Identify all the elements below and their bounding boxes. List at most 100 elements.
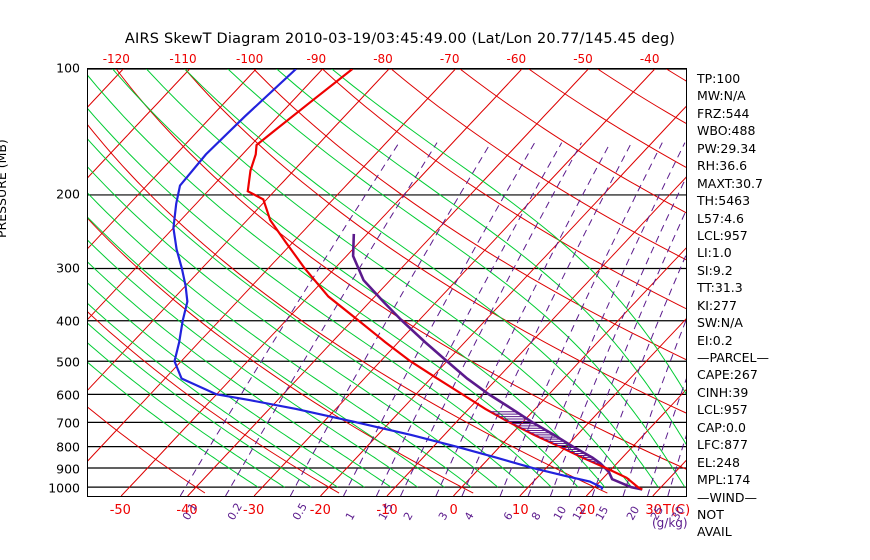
dry-adiabat-line	[666, 69, 686, 82]
index-item-not: NOT	[697, 506, 724, 522]
isotherm-line	[88, 69, 124, 108]
moist-adiabat-line	[112, 69, 606, 488]
index-item-mpl-174: MPL:174	[697, 472, 751, 488]
dry-adiabat-line	[115, 69, 686, 470]
moist-adiabat-line	[88, 342, 285, 488]
mixing-ratio-tick: 1	[343, 509, 359, 523]
top-temp-tick: -50	[573, 52, 593, 66]
mixing-ratio-line	[343, 142, 536, 496]
page-title: AIRS SkewT Diagram 2010-03-19/03:45:49.0…	[124, 31, 676, 47]
moist-adiabat-line	[88, 239, 418, 488]
pressure-tick: 400	[56, 313, 80, 329]
isotherm-line	[88, 69, 390, 391]
pressure-tick: 300	[56, 260, 80, 276]
top-temp-tick: -120	[102, 52, 130, 66]
index-item-sw-n-a: SW:N/A	[697, 315, 743, 331]
index-item-th-5463: TH:5463	[697, 193, 751, 209]
isotherm-line	[187, 69, 589, 496]
dry-adiabat-line	[88, 218, 474, 494]
mixing-ratio-tick: 2	[400, 509, 416, 523]
pressure-tick: 100	[56, 60, 80, 76]
air-parcel-temp-curve	[351, 233, 643, 491]
bottom-temp-tick: -40	[176, 503, 198, 518]
moist-adiabat-line	[88, 362, 259, 488]
moist-adiabat-line	[88, 75, 579, 488]
isotherm-line	[253, 69, 656, 496]
pressure-tick: 200	[56, 186, 80, 202]
bottom-temp-tick: 30	[645, 503, 662, 518]
bottom-temp-tick: 20	[578, 503, 596, 518]
pressure-tick: 900	[56, 461, 80, 477]
bottom-temp-tick: -10	[376, 503, 398, 518]
index-item-mw-n-a: MW:N/A	[697, 88, 746, 104]
mixing-ratio-tick: 0.5	[290, 500, 311, 523]
index-item-l57-4-6: L57:4.6	[697, 210, 744, 226]
dry-adiabat-line	[528, 69, 686, 168]
bottom-temp-tick: -20	[309, 503, 331, 518]
index-item-frz-544: FRZ:544	[697, 105, 750, 121]
moist-adiabat-line	[88, 192, 472, 488]
mixing-ratio-line	[622, 319, 686, 496]
mixing-ratio-tick: 4	[462, 509, 478, 523]
index-item-ki-277: KI:277	[697, 297, 737, 313]
top-temp-tick: -70	[439, 52, 460, 66]
stability-indices-panel: TP:100 MW:N/A FRZ:544 WBO:488 PW:29.34 RH:36.…	[697, 70, 847, 541]
moist-adiabat-line	[88, 217, 445, 488]
mixing-ratio-line	[667, 434, 686, 496]
moist-adiabat-line	[146, 69, 632, 488]
index-item-tp-100: TP:100	[697, 71, 741, 86]
bottom-temp-tick: 10	[512, 503, 529, 518]
index-item-lcl-957: LCL:957	[697, 227, 748, 243]
moist-adiabat-line	[184, 69, 659, 488]
moist-adiabat-line	[88, 166, 499, 488]
pressure-tick: 600	[56, 387, 80, 403]
index-item-maxt-30-7: MAXT:30.7	[697, 175, 763, 191]
mixing-ratio-line	[461, 142, 632, 496]
moist-adiabat-line	[88, 303, 338, 488]
top-temp-tick: -40	[639, 52, 660, 66]
index-item-rh-36-6: RH:36.6	[697, 158, 748, 174]
temperature-axis-title: T(C)	[663, 503, 691, 518]
mixing-ratio-line	[289, 142, 492, 496]
mixing-ratio-axis-title: (g/kg)	[652, 516, 688, 530]
pressure-tick: 500	[56, 354, 80, 370]
isotherm-line	[453, 247, 686, 496]
mixing-ratio-line	[527, 142, 686, 496]
mixing-ratio-tick: 10	[551, 503, 570, 523]
moist-adiabat-line	[227, 69, 686, 488]
skewt-chart-canvas	[88, 69, 686, 496]
pressure-axis-title: PRESSURE (MB)	[0, 139, 9, 238]
index-item-tt-31-3: TT:31.3	[697, 280, 743, 296]
dry-adiabat-line	[322, 69, 686, 310]
isotherm-line	[386, 176, 686, 496]
isotherm-line	[88, 69, 191, 179]
index-item-ei-0-2: EI:0.2	[697, 332, 733, 348]
mixing-ratio-line	[179, 142, 400, 496]
bottom-temp-tick: 0	[449, 503, 458, 518]
dry-adiabat-line	[253, 69, 686, 361]
top-temp-tick: -90	[306, 52, 327, 66]
index-item-si-9-2: SI:9.2	[697, 262, 733, 278]
bottom-temp-tick: -30	[243, 503, 265, 518]
index-item-el-248: EL:248	[697, 454, 740, 470]
isotherm-line	[519, 318, 686, 496]
moist-adiabat-line	[88, 108, 552, 488]
dry-adiabat-line	[390, 69, 686, 261]
index-item-wind: —WIND—	[697, 489, 758, 505]
isotherm-line	[88, 69, 257, 249]
mixing-ratio-line	[400, 142, 582, 496]
isotherm-line	[652, 459, 686, 496]
ambient-air-temp-curve	[246, 69, 643, 491]
index-item-lcl-957: LCL:957	[697, 402, 748, 418]
top-temp-tick: -110	[169, 52, 197, 66]
index-item-cap-0-0: CAP:0.0	[697, 419, 746, 435]
index-item-avail: AVAIL	[697, 524, 732, 540]
mixing-ratio-tick: 8	[528, 509, 544, 523]
pressure-tick: 1000	[48, 480, 80, 496]
mixing-ratio-line	[549, 176, 686, 496]
index-item-wbo-488: WBO:488	[697, 123, 756, 139]
dry-adiabat-line	[88, 124, 608, 494]
top-temp-tick: -100	[236, 52, 264, 66]
index-item-pw-29-34: PW:29.34	[697, 140, 757, 156]
